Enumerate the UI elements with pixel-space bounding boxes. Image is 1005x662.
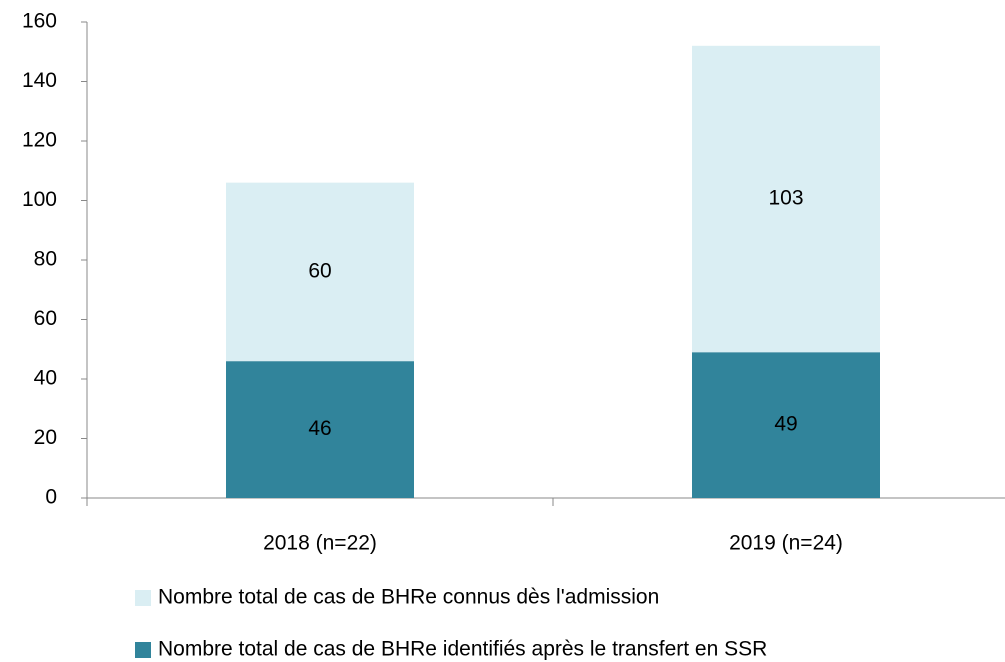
y-tick-label: 60: [34, 307, 57, 330]
y-tick-label: 160: [22, 10, 57, 33]
data-label: 60: [308, 259, 331, 282]
legend-label: Nombre total de cas de BHRe connus dès l…: [158, 586, 659, 609]
y-tick-label: 0: [45, 486, 57, 509]
legend-swatch: [135, 642, 151, 658]
y-tick-label: 140: [22, 69, 57, 92]
data-label: 49: [774, 413, 797, 436]
y-tick-label: 20: [34, 426, 57, 449]
x-tick-label: 2018 (n=22): [263, 532, 377, 555]
bar-segment: [226, 361, 414, 498]
y-tick-label: 100: [22, 188, 57, 211]
bar-segment: [692, 352, 880, 498]
legend-swatch: [135, 590, 151, 606]
y-tick-label: 80: [34, 248, 57, 271]
legend-label: Nombre total de cas de BHRe identifiés a…: [158, 638, 767, 661]
data-label: 46: [308, 417, 331, 440]
y-tick-label: 120: [22, 129, 57, 152]
bar-segment: [692, 45, 880, 353]
bar-segment: [226, 182, 414, 362]
x-tick-label: 2019 (n=24): [729, 532, 843, 555]
y-tick-label: 40: [34, 367, 57, 390]
data-label: 103: [768, 187, 803, 210]
